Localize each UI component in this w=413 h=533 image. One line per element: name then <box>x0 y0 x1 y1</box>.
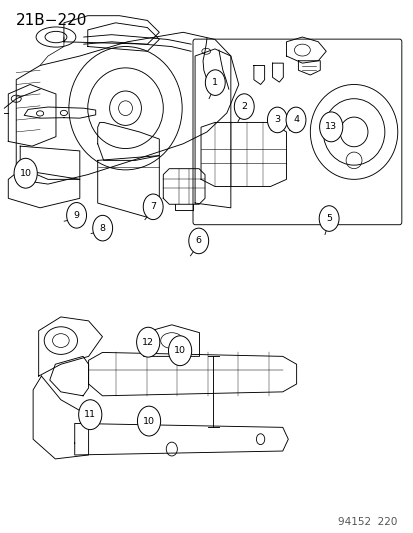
Circle shape <box>319 112 342 142</box>
Text: 8: 8 <box>100 224 105 232</box>
Text: 10: 10 <box>143 417 154 425</box>
Text: 21B−220: 21B−220 <box>16 13 87 28</box>
Circle shape <box>143 194 163 220</box>
Text: 1: 1 <box>212 78 218 87</box>
Circle shape <box>234 94 254 119</box>
Circle shape <box>205 70 225 95</box>
Text: 3: 3 <box>274 116 280 124</box>
Circle shape <box>318 206 338 231</box>
Circle shape <box>285 107 305 133</box>
Text: 94152  220: 94152 220 <box>337 516 396 527</box>
Circle shape <box>137 406 160 436</box>
Circle shape <box>168 336 191 366</box>
Circle shape <box>267 107 287 133</box>
Text: 10: 10 <box>174 346 185 355</box>
Text: 6: 6 <box>195 237 201 245</box>
Text: 4: 4 <box>292 116 298 124</box>
Text: 9: 9 <box>74 211 79 220</box>
Circle shape <box>78 400 102 430</box>
Circle shape <box>14 158 37 188</box>
Text: 11: 11 <box>84 410 96 419</box>
Text: 2: 2 <box>241 102 247 111</box>
Text: 12: 12 <box>142 338 154 346</box>
Text: 5: 5 <box>325 214 331 223</box>
Text: 13: 13 <box>324 123 337 131</box>
Circle shape <box>136 327 159 357</box>
Circle shape <box>93 215 112 241</box>
Circle shape <box>188 228 208 254</box>
Text: 7: 7 <box>150 203 156 211</box>
Circle shape <box>66 203 86 228</box>
Text: 10: 10 <box>20 169 31 177</box>
